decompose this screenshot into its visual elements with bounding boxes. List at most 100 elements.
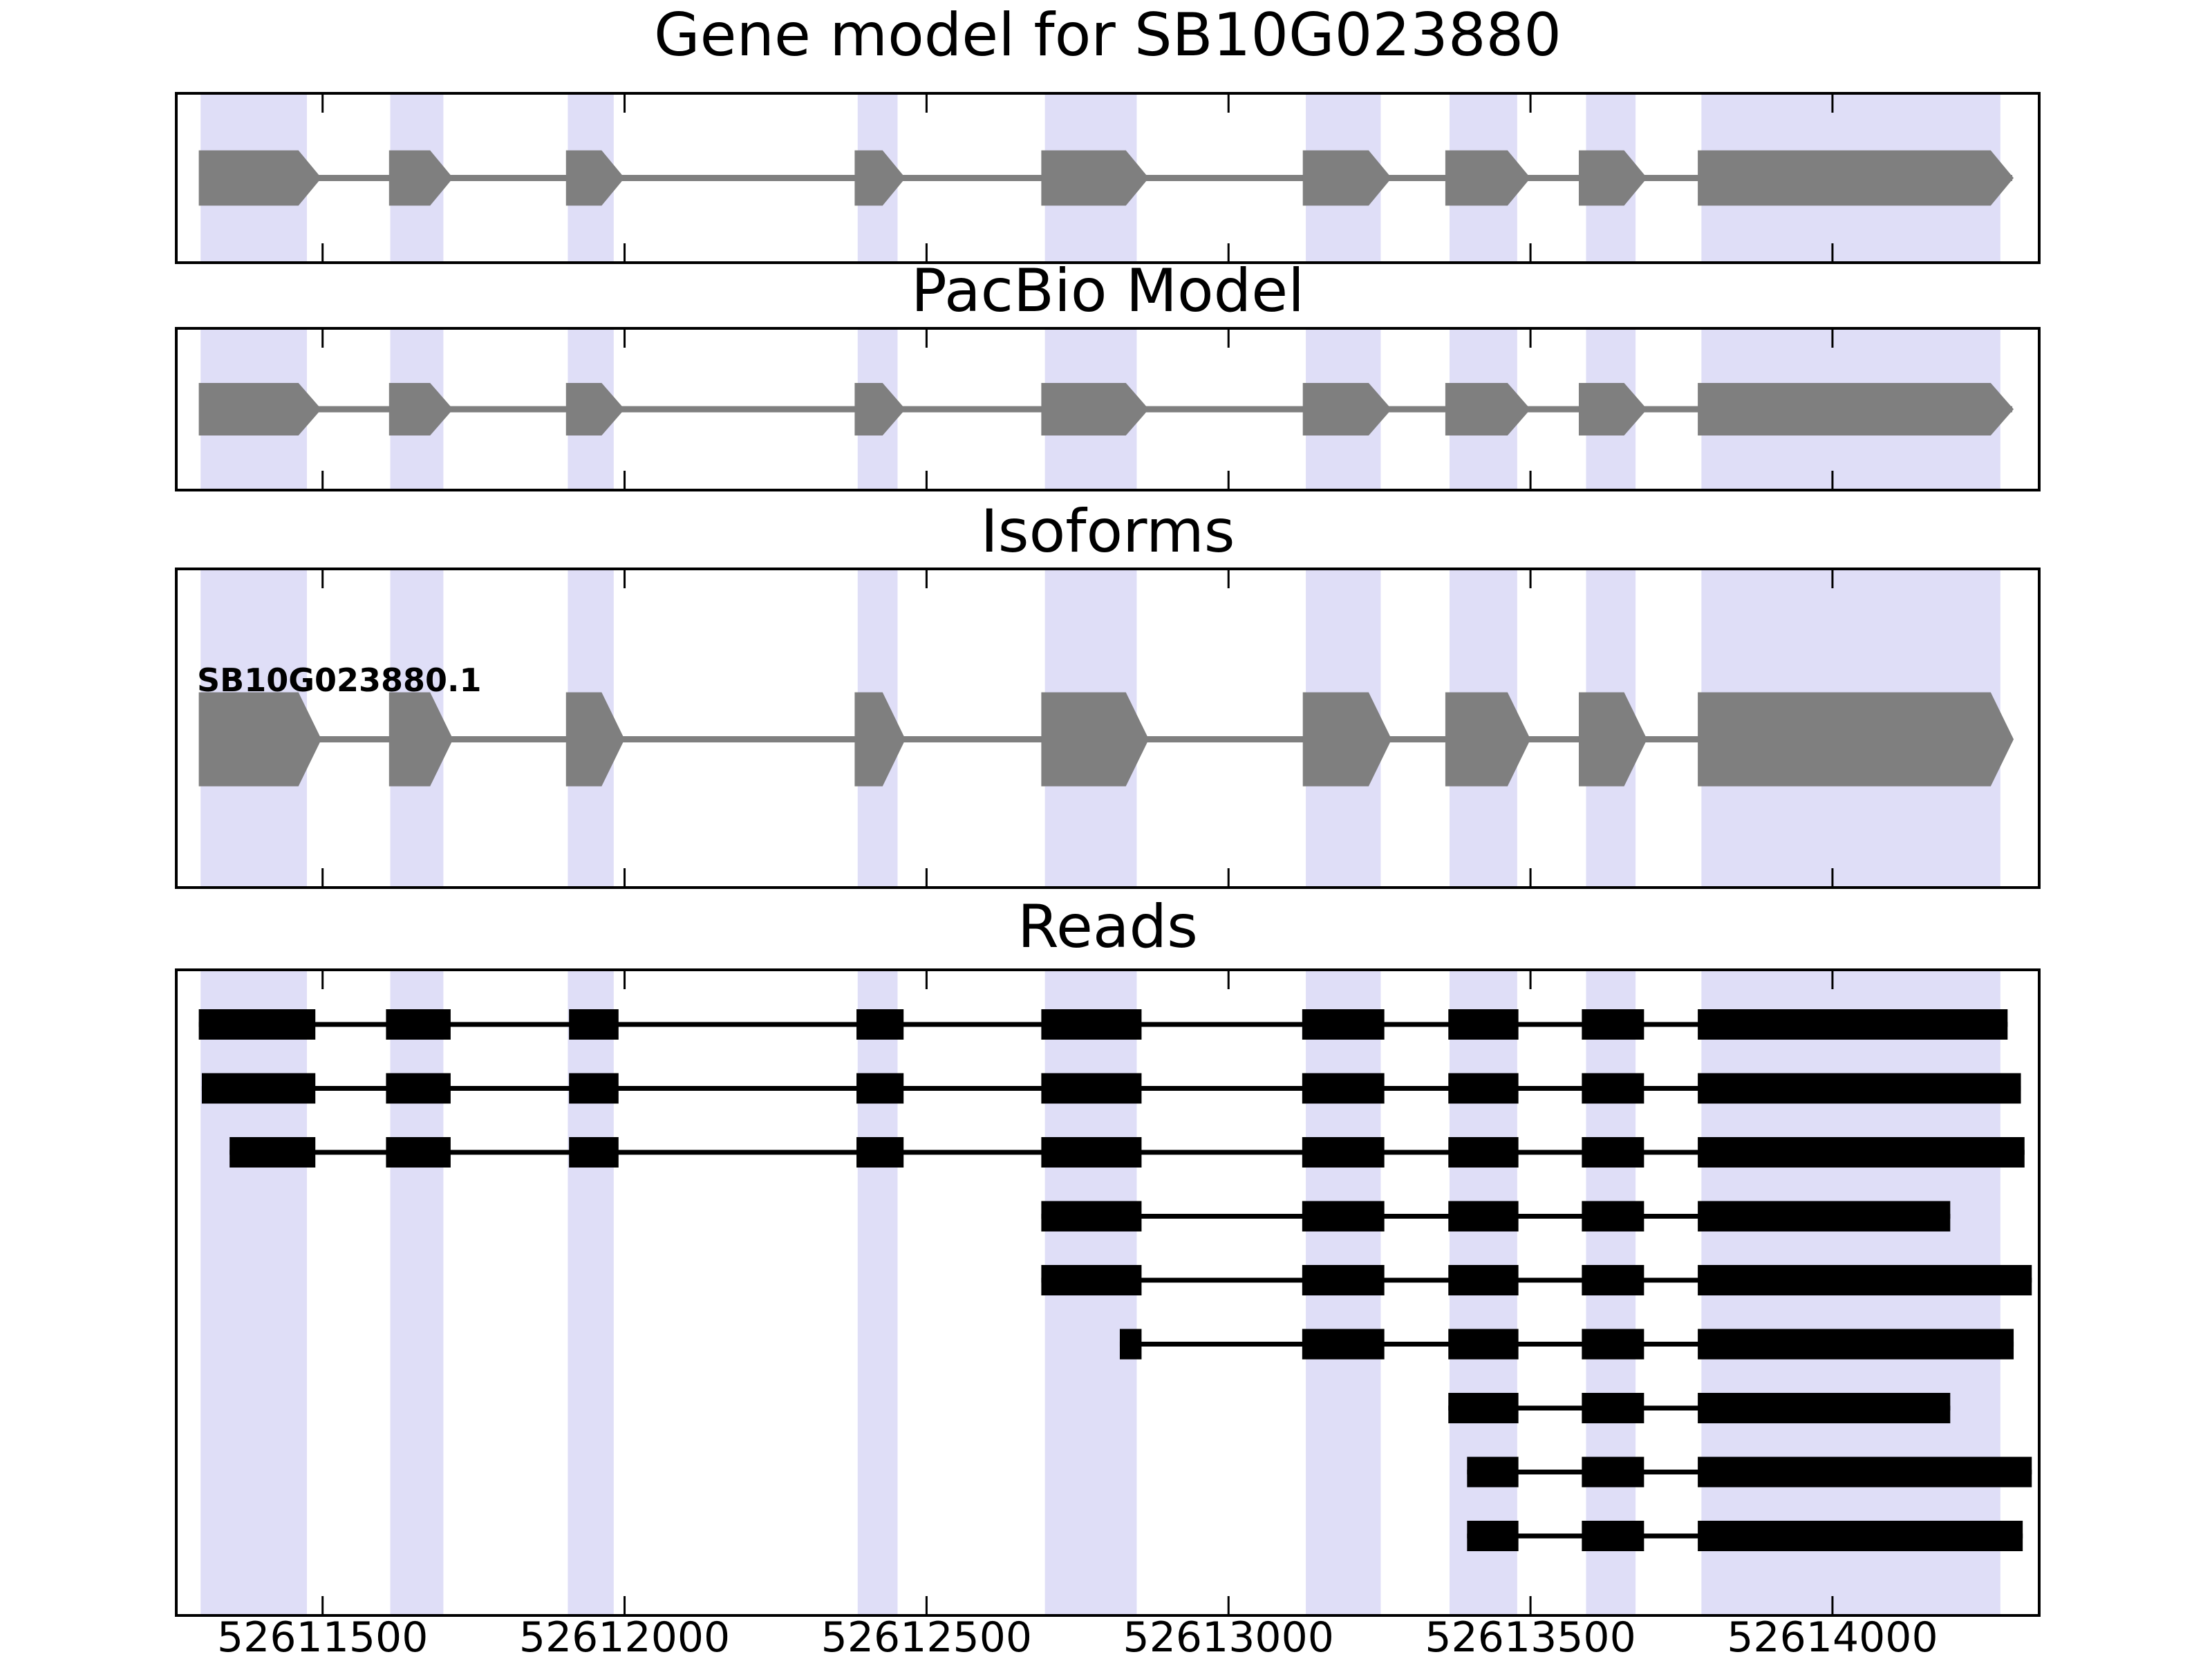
read-block: [1448, 1073, 1519, 1104]
read-block: [1698, 1265, 2032, 1295]
exon-arrow: [1578, 150, 1647, 206]
exon-arrow: [1445, 383, 1531, 435]
read-block: [201, 1073, 316, 1104]
x-tick-label: 52611500: [216, 1613, 429, 1659]
read-block: [1041, 1009, 1142, 1040]
read-block: [1448, 1009, 1519, 1040]
read-block: [1041, 1201, 1142, 1232]
read-block: [1698, 1456, 2032, 1488]
read-block: [1448, 1137, 1519, 1168]
read-block: [1302, 1329, 1385, 1360]
exon-arrow: [565, 692, 625, 787]
exon-arrow: [1302, 692, 1392, 787]
read-block: [1041, 1265, 1142, 1295]
reads-track-canvas: [198, 971, 2032, 1614]
read-block: [1582, 1073, 1644, 1104]
read-block: [1467, 1521, 1519, 1551]
read-block: [1582, 1137, 1644, 1168]
read-block: [569, 1073, 619, 1104]
exon-highlight-band: [568, 971, 614, 1614]
gene-track-canvas: [198, 330, 2014, 489]
pacbio-model-panel: [175, 327, 2041, 491]
read-block: [229, 1137, 316, 1168]
gene-model-title: Gene model for SB10G023880: [654, 1, 1562, 70]
read-block: [386, 1073, 451, 1104]
exon-arrow: [1302, 383, 1392, 435]
exon-highlight-band: [390, 971, 444, 1614]
read-block: [1119, 1329, 1142, 1360]
gene-model-panel: [175, 92, 2041, 264]
exon-arrow: [1698, 383, 2014, 435]
read-block: [198, 1009, 316, 1040]
read-block: [856, 1137, 904, 1168]
exon-arrow: [1578, 692, 1647, 787]
exon-arrow: [1445, 150, 1531, 206]
exon-arrow: [198, 383, 321, 435]
gene-track-canvas: [198, 95, 2014, 261]
read-block: [1582, 1456, 1644, 1488]
exon-highlight-band: [200, 971, 307, 1614]
isoforms-title: Isoforms: [980, 497, 1235, 566]
read-block: [1302, 1137, 1385, 1168]
read-block: [1698, 1521, 2023, 1551]
read-block: [1698, 1201, 1951, 1232]
read-block: [1302, 1265, 1385, 1295]
exon-arrow: [1698, 692, 2014, 787]
gene-track-canvas: [198, 570, 2014, 886]
read-block: [1582, 1265, 1644, 1295]
exon-arrow: [198, 692, 321, 787]
read-block: [1302, 1073, 1385, 1104]
read-block: [1302, 1009, 1385, 1040]
x-tick-label: 52613000: [1123, 1613, 1334, 1659]
exon-arrow: [1698, 150, 2014, 206]
read-block: [1302, 1201, 1385, 1232]
exon-arrow: [388, 383, 453, 435]
exon-arrow: [1041, 692, 1149, 787]
read-block: [1698, 1393, 1951, 1423]
read-block: [1582, 1201, 1644, 1232]
isoform-label: SB10G023880.1: [197, 662, 482, 699]
x-tick-label: 52612500: [821, 1613, 1033, 1659]
read-block: [569, 1137, 619, 1168]
read-block: [1698, 1329, 2014, 1360]
exon-arrow: [388, 150, 453, 206]
exon-arrow: [1578, 383, 1647, 435]
read-block: [856, 1009, 904, 1040]
read-block: [1582, 1393, 1644, 1423]
exon-highlight-band: [857, 971, 898, 1614]
read-block: [569, 1009, 619, 1040]
read-block: [386, 1137, 451, 1168]
exon-arrow: [565, 383, 625, 435]
exon-arrow: [388, 692, 453, 787]
read-block: [1698, 1009, 2008, 1040]
read-block: [386, 1009, 451, 1040]
read-block: [1448, 1329, 1519, 1360]
exon-arrow: [854, 692, 906, 787]
pacbio-model-title: PacBio Model: [910, 256, 1305, 326]
read-block: [1041, 1137, 1142, 1168]
exon-arrow: [198, 150, 321, 206]
read-block: [1448, 1201, 1519, 1232]
x-tick-label: 52613500: [1425, 1613, 1636, 1659]
read-block: [1698, 1137, 2025, 1168]
reads-title: Reads: [1018, 892, 1198, 962]
read-block: [1582, 1521, 1644, 1551]
read-block: [1448, 1265, 1519, 1295]
read-block: [1698, 1073, 2021, 1104]
isoforms-panel: SB10G023880.1: [175, 568, 2041, 889]
read-block: [856, 1073, 904, 1104]
x-tick-label: 52612000: [518, 1613, 731, 1659]
read-block: [1041, 1073, 1142, 1104]
exon-arrow: [1041, 150, 1149, 206]
exon-arrow: [1041, 383, 1149, 435]
exon-arrow: [854, 150, 906, 206]
read-block: [1448, 1393, 1519, 1423]
read-block: [1582, 1329, 1644, 1360]
read-block: [1582, 1009, 1644, 1040]
reads-panel: [175, 968, 2041, 1617]
exon-arrow: [565, 150, 625, 206]
exon-arrow: [1302, 150, 1392, 206]
exon-arrow: [1445, 692, 1531, 787]
x-tick-label: 52614000: [1727, 1613, 1938, 1659]
